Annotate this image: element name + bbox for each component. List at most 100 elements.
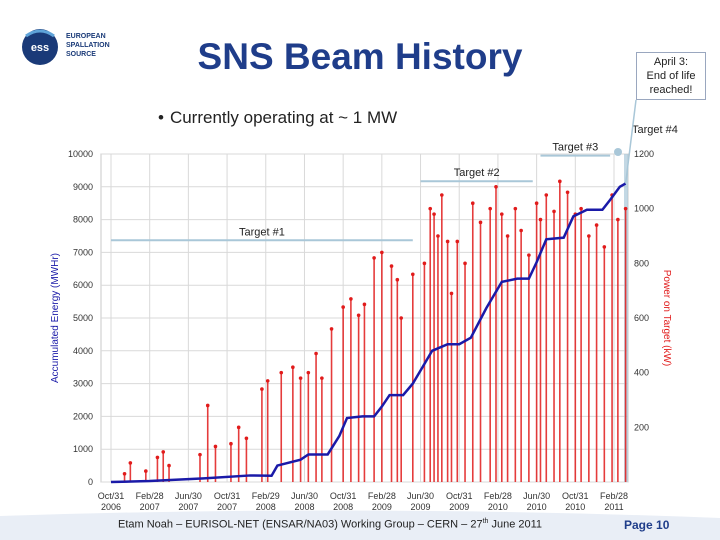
logo-line-3: SOURCE [66,51,96,58]
callout-line-3: reached! [649,84,693,96]
power-point [320,376,324,380]
y2-axis-label: Power on Target (kW) [661,270,672,367]
power-point [552,209,556,214]
callout-line-1: April 3: [653,56,689,68]
y2-tick-label: 1000 [634,204,654,214]
power-point [380,250,384,255]
y-tick-label: 1000 [73,444,93,454]
power-point [499,212,504,216]
y2-tick-label: 600 [634,313,649,323]
x-tick-label: Oct/31 [446,491,473,501]
x-tick-label: Jun/30 [407,491,434,501]
power-point [167,463,171,468]
x-tick-label-year: 2009 [449,502,469,512]
power-point [422,261,427,266]
x-tick-label: Oct/31 [214,491,241,501]
logo-line-1: EUROPEAN [66,33,106,40]
bullet-text: Currently operating at ~ 1 MW [169,108,398,127]
power-point [519,228,523,233]
power-point [213,444,218,449]
power-point [565,190,570,195]
footer-sup: th [482,518,489,525]
end-of-life-callout: April 3: End of life reached! [636,52,706,100]
target-4-label: Target #4 [632,124,678,136]
power-point [389,264,394,268]
power-point [128,461,133,465]
power-point [449,291,454,296]
power-point [579,206,583,211]
power-point [463,261,467,266]
y-tick-label: 6000 [73,280,93,290]
y-tick-label: 8000 [73,215,93,225]
power-point [161,450,166,454]
y2-tick-label: 200 [634,422,649,432]
power-point [478,220,483,225]
power-point [494,185,498,189]
page-title: SNS Beam History [197,36,523,77]
power-point [395,277,400,282]
y2-tick-label: 1200 [634,149,654,159]
power-point [445,239,450,244]
y-tick-label: 10000 [68,149,93,159]
x-tick-label-year: 2011 [604,502,623,512]
x-tick-label: Feb/28 [136,491,164,501]
power-point [265,379,270,383]
logo-mark: ess [31,42,49,54]
ess-logo: ess EUROPEAN SPALLATION SOURCE [22,29,110,65]
x-tick-label-year: 2010 [488,502,508,512]
y2-tick-label: 800 [634,258,649,268]
logo-line-2: SPALLATION [66,42,110,49]
power-point [122,472,127,476]
y-tick-label: 2000 [73,411,93,421]
x-tick-label: Feb/28 [600,491,628,501]
power-point [470,201,475,205]
y-tick-label: 4000 [73,346,93,356]
power-point [505,234,510,238]
power-point [260,387,264,391]
power-point [198,452,202,457]
power-point [432,212,436,216]
footer-main: Etam Noah – EURISOL-NET (ENSAR/NA03) Wor… [118,518,483,531]
power-point [436,234,440,238]
x-tick-label-year: 2010 [565,502,585,512]
power-point [306,370,311,375]
footer-date: June 2011 [488,518,543,531]
x-tick-label: Jun/30 [175,491,202,501]
power-point [362,302,367,307]
power-point [428,206,433,211]
power-point [544,193,549,197]
footer-band [0,510,720,540]
target-span-label: Target #2 [454,167,500,179]
power-point [411,272,415,277]
footer-text: Etam Noah – EURISOL-NET (ENSAR/NA03) Wor… [118,518,542,531]
target-4-marker [614,148,622,156]
power-point [587,234,591,238]
power-point [229,441,233,446]
power-point [594,223,599,227]
power-point [455,239,460,244]
x-tick-label-year: 2009 [372,502,392,512]
beam-history-chart: 0 1000 2000 3000 4000 5000 6000 7000 8000 9000 100… [50,99,672,512]
power-point [279,370,284,375]
power-point [298,376,303,380]
y-tick-label: 0 [88,477,93,487]
power-point [623,206,628,211]
power-point [244,436,249,441]
x-tick-label-year: 2010 [527,502,547,512]
x-tick-label-year: 2008 [294,502,314,512]
power-point [527,253,531,257]
y-tick-label: 7000 [73,247,93,257]
x-tick-label: Oct/31 [562,491,589,501]
x-tick-label: Jun/30 [291,491,318,501]
y-tick-label: 5000 [73,313,93,323]
power-point [440,193,444,197]
x-tick-label-year: 2009 [411,502,431,512]
power-point [538,217,543,222]
power-point [155,455,160,460]
x-tick-label-year: 2008 [333,502,353,512]
power-point [372,256,376,260]
power-point [534,201,539,205]
bullet-dot-icon: • [158,108,164,127]
logo-circle [22,29,58,65]
x-tick-label: Feb/28 [368,491,396,501]
